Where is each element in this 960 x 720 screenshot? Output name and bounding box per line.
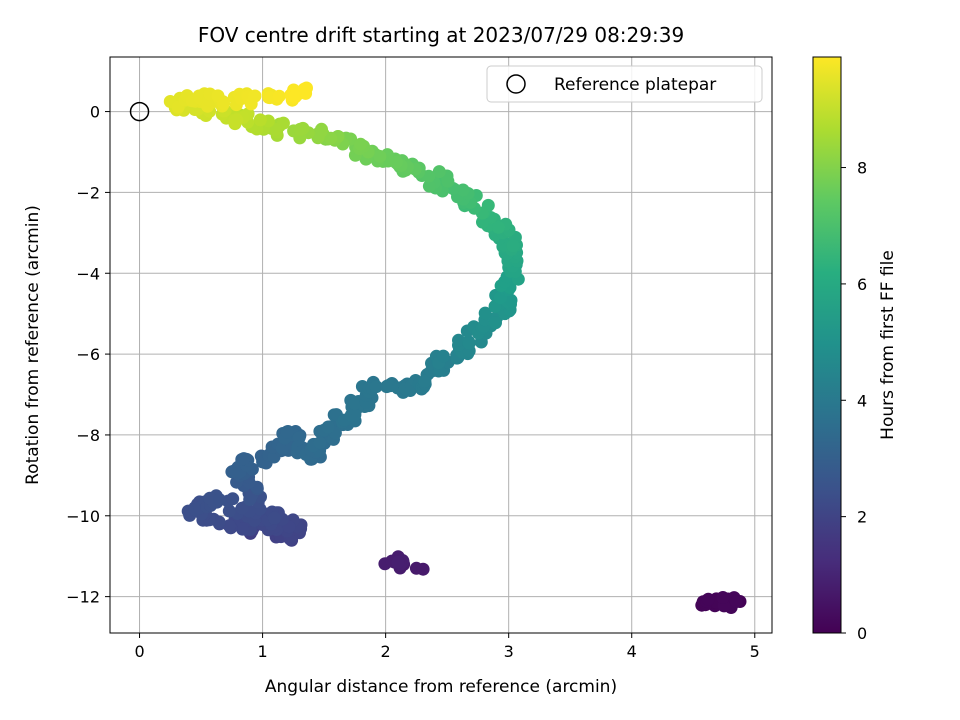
y-axis-ticks: 0 −2 −4 −6 −8 −10 −12 xyxy=(66,103,110,607)
x-tick-label: 5 xyxy=(750,642,760,661)
x-tick-label: 4 xyxy=(627,642,637,661)
data-point xyxy=(418,374,432,388)
data-point xyxy=(456,183,470,197)
data-point xyxy=(478,306,492,320)
data-point xyxy=(268,511,281,525)
data-point xyxy=(299,86,313,100)
legend-box xyxy=(486,65,763,103)
data-point xyxy=(422,179,436,193)
colorbar-tick-label: 4 xyxy=(857,391,867,410)
colorbar-tick-label: 8 xyxy=(857,159,867,178)
data-point xyxy=(217,97,231,110)
colorbar-ticks: 0 2 4 6 8 xyxy=(841,159,867,643)
x-axis-ticks: 0 1 2 3 4 5 xyxy=(134,633,760,661)
data-point xyxy=(462,336,476,350)
data-point xyxy=(369,380,383,394)
y-tick-label: −6 xyxy=(76,345,100,364)
x-axis-label: Angular distance from reference (arcmin) xyxy=(265,677,617,697)
plot-frame xyxy=(109,56,773,634)
data-point xyxy=(432,165,446,179)
y-tick-label: −2 xyxy=(76,183,100,202)
y-tick-label: 0 xyxy=(90,103,100,122)
data-point xyxy=(280,425,294,439)
data-point xyxy=(489,316,502,330)
y-tick-label: −10 xyxy=(66,507,100,526)
data-point xyxy=(315,122,328,136)
x-tick-label: 0 xyxy=(134,642,144,661)
data-point xyxy=(504,293,518,307)
y-axis-label: Rotation from reference (arcmin) xyxy=(23,205,43,485)
data-point xyxy=(354,137,368,151)
x-tick-label: 3 xyxy=(504,642,514,661)
data-points xyxy=(129,81,747,614)
data-point xyxy=(373,149,387,163)
x-tick-label: 1 xyxy=(257,642,267,661)
chart-title: FOV centre drift starting at 2023/07/29 … xyxy=(198,23,684,47)
colorbar: 0 2 4 6 8 Hours from first FF file xyxy=(812,56,898,643)
data-point xyxy=(452,333,465,347)
data-point xyxy=(253,113,267,127)
data-point xyxy=(492,220,505,234)
data-point xyxy=(222,504,236,518)
colorbar-tick-label: 0 xyxy=(857,624,867,643)
legend-reference-label: Reference platepar xyxy=(554,75,716,95)
gridlines xyxy=(110,57,772,633)
y-tick-label: −4 xyxy=(76,264,100,283)
data-point xyxy=(701,592,715,606)
data-point xyxy=(293,122,307,136)
data-point xyxy=(226,492,240,506)
data-point xyxy=(313,436,327,450)
data-point xyxy=(228,115,242,129)
data-point xyxy=(203,491,217,505)
y-tick-label: −12 xyxy=(66,588,100,607)
data-point xyxy=(391,555,405,569)
data-point xyxy=(235,501,249,515)
colorbar-gradient xyxy=(812,56,842,634)
data-point xyxy=(236,522,249,536)
y-tick-label: −8 xyxy=(76,426,100,445)
data-point xyxy=(237,452,251,466)
legend: Reference platepar xyxy=(486,65,763,103)
data-point xyxy=(222,519,236,533)
reference-platepar-marker xyxy=(129,101,150,122)
data-point xyxy=(436,349,450,363)
colorbar-tick-label: 6 xyxy=(857,275,867,294)
legend-reference-marker xyxy=(506,74,526,94)
colorbar-tick-label: 2 xyxy=(857,508,867,527)
data-point xyxy=(729,595,743,608)
data-point xyxy=(288,89,302,103)
data-point xyxy=(416,562,430,576)
data-point xyxy=(213,493,226,507)
data-point xyxy=(441,174,455,188)
data-point xyxy=(272,89,286,103)
data-point xyxy=(321,420,335,434)
colorbar-label: Hours from first FF file xyxy=(878,250,898,440)
data-point xyxy=(248,89,262,103)
data-point xyxy=(716,591,730,604)
data-point xyxy=(422,169,436,183)
x-tick-label: 2 xyxy=(381,642,391,661)
data-point xyxy=(506,239,520,253)
